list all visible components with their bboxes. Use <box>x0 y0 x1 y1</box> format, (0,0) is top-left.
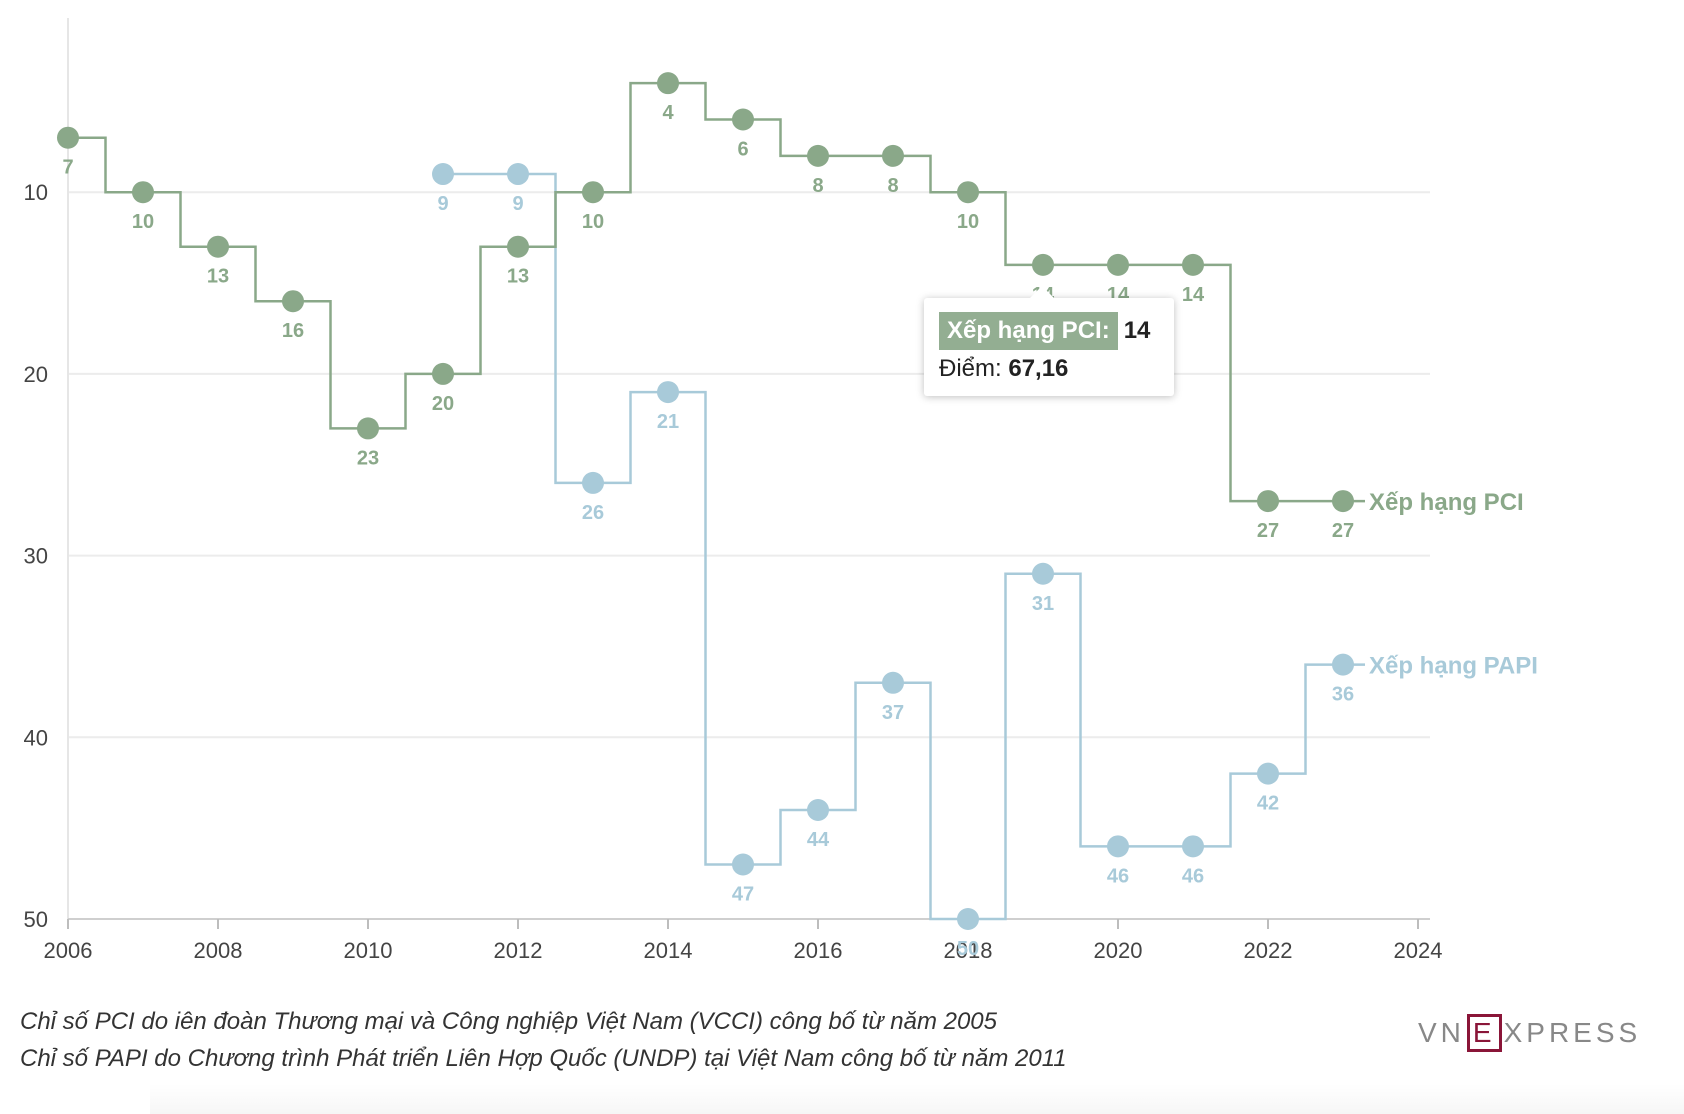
data-point <box>1032 562 1054 585</box>
data-label: 27 <box>1257 520 1279 542</box>
x-tick-label: 2020 <box>1094 938 1143 963</box>
x-tick-label: 2024 <box>1394 938 1443 963</box>
x-tick-label: 2022 <box>1244 938 1293 963</box>
footnote-pci: Chỉ số PCI do iên đoàn Thương mại và Côn… <box>20 1008 998 1035</box>
data-label: 44 <box>807 829 830 851</box>
x-tick-label: 2018 <box>944 938 993 963</box>
data-point <box>357 417 379 440</box>
series-line-1 <box>443 172 1365 921</box>
logo-box-letter: E <box>1466 1014 1502 1052</box>
data-point <box>732 108 754 131</box>
tooltip-score-label: Điểm: <box>939 355 1002 382</box>
data-label: 14 <box>1182 284 1205 306</box>
data-point <box>807 144 829 167</box>
data-point <box>582 471 604 494</box>
data-label: 23 <box>357 447 379 469</box>
data-label: 8 <box>887 175 898 197</box>
tooltip-value: 14 <box>1123 317 1151 344</box>
x-tick-label: 2006 <box>44 938 93 963</box>
data-label: 13 <box>507 266 529 288</box>
data-label: 37 <box>882 702 904 724</box>
tooltip-caret <box>1030 286 1054 298</box>
data-label: 50 <box>957 938 979 960</box>
data-label: 31 <box>1032 593 1054 615</box>
data-label: 20 <box>432 393 454 415</box>
data-point <box>1257 490 1279 513</box>
data-point <box>432 163 454 186</box>
data-point <box>1332 653 1354 676</box>
tooltip-row-rank: Xếp hạng PCI: 14 <box>939 312 1150 350</box>
data-label: 47 <box>732 883 754 905</box>
footnote-papi: Chỉ số PAPI do Chương trình Phát triển L… <box>20 1045 1067 1072</box>
data-point <box>507 163 529 186</box>
data-label: 10 <box>957 211 979 233</box>
data-point <box>1332 490 1354 513</box>
data-point <box>657 72 679 95</box>
data-label: 42 <box>1257 793 1279 815</box>
data-point <box>1182 835 1204 858</box>
y-tick-label: 20 <box>24 362 48 387</box>
data-label: 10 <box>132 211 154 233</box>
y-tick-label: 30 <box>24 544 48 569</box>
data-label: 36 <box>1332 684 1354 706</box>
x-tick-label: 2010 <box>344 938 393 963</box>
data-point <box>657 381 679 404</box>
data-point <box>957 908 979 930</box>
y-tick-label: 40 <box>24 725 48 750</box>
x-tick-label: 2016 <box>794 938 843 963</box>
x-tick-label: 2014 <box>644 938 693 963</box>
tooltip-score-value: 67,16 <box>1008 355 1069 382</box>
data-label: 16 <box>282 320 304 342</box>
data-point <box>807 798 829 821</box>
data-point <box>507 235 529 258</box>
data-label: 9 <box>512 193 523 215</box>
series-name-label: Xếp hạng PAPI <box>1369 653 1538 680</box>
x-tick-label: 2008 <box>194 938 243 963</box>
data-point <box>1107 835 1129 858</box>
data-label: 46 <box>1107 865 1129 887</box>
data-point <box>732 853 754 876</box>
bottom-fade <box>150 1084 1684 1114</box>
data-point <box>882 671 904 694</box>
data-point <box>957 181 979 204</box>
data-label: 4 <box>662 102 674 124</box>
data-label: 26 <box>582 502 604 524</box>
data-label: 21 <box>657 411 679 433</box>
data-point <box>1107 253 1129 276</box>
grid-lines <box>68 191 1430 739</box>
data-label: 6 <box>737 139 748 161</box>
data-point <box>1182 253 1204 276</box>
data-label: 7 <box>62 157 73 179</box>
tooltip: Xếp hạng PCI: 14 Điểm: 67,16 <box>924 286 1174 396</box>
data-point <box>282 290 304 313</box>
footnotes: Chỉ số PCI do iên đoàn Thương mại và Côn… <box>20 1003 1067 1077</box>
y-tick-label: 50 <box>24 907 48 932</box>
data-label: 8 <box>812 175 823 197</box>
data-label: 9 <box>437 193 448 215</box>
x-tick-label: 2012 <box>494 938 543 963</box>
data-point <box>132 181 154 204</box>
series-name-label: Xếp hạng PCI <box>1369 489 1524 516</box>
data-point <box>432 362 454 385</box>
data-point <box>1257 762 1279 785</box>
logo-text-left: VN <box>1418 1017 1465 1048</box>
data-point <box>207 235 229 258</box>
tooltip-row-score: Điểm: 67,16 <box>939 352 1068 386</box>
data-point <box>582 181 604 204</box>
data-point <box>57 126 79 149</box>
data-label: 10 <box>582 211 604 233</box>
tooltip-series-label: Xếp hạng PCI: <box>939 312 1118 350</box>
data-label: 46 <box>1182 865 1204 887</box>
data-point <box>1032 253 1054 276</box>
series-line-0 <box>68 81 1365 503</box>
data-label: 27 <box>1332 520 1354 542</box>
data-point <box>882 144 904 167</box>
logo-text-right: XPRESS <box>1503 1017 1642 1048</box>
data-label: 13 <box>207 266 229 288</box>
vnexpress-logo: VN E XPRESS <box>1418 1014 1641 1054</box>
y-tick-label: 10 <box>24 180 48 205</box>
